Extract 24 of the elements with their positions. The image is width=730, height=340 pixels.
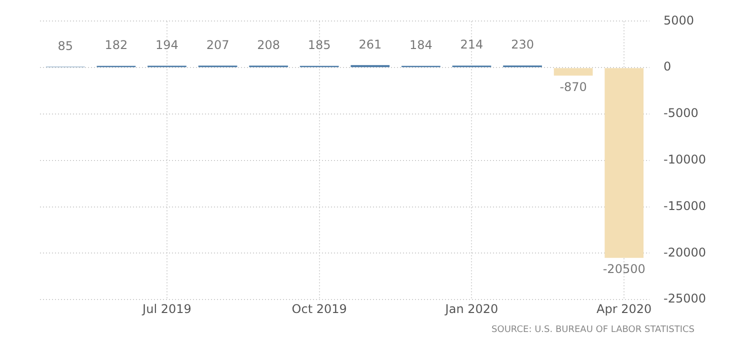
y-tick-label: 5000: [663, 13, 694, 28]
y-tick-label: 0: [663, 60, 672, 74]
data-label: 184: [409, 38, 432, 52]
x-tick-label: Oct 2019: [292, 302, 347, 316]
data-label: 182: [104, 38, 128, 52]
data-label: 185: [308, 38, 331, 52]
x-tick-label: Jan 2020: [444, 302, 498, 316]
data-label: 208: [257, 38, 280, 52]
y-tick-label: -5000: [663, 106, 698, 120]
data-label: 214: [460, 38, 484, 52]
x-tick-label: Apr 2020: [596, 302, 652, 316]
data-label: 207: [206, 38, 230, 52]
data-label: 261: [358, 37, 382, 52]
x-tick-label: Jul 2019: [142, 302, 192, 316]
y-tick-label: -15000: [663, 198, 706, 213]
source-note: SOURCE: U.S. BUREAU OF LABOR STATISTICS: [492, 324, 695, 335]
y-tick-label: -25000: [663, 292, 706, 306]
data-label: 85: [58, 38, 74, 53]
data-label: -870: [560, 80, 587, 94]
data-label: 230: [511, 38, 534, 52]
data-label: 194: [156, 38, 178, 52]
y-tick-label: -20000: [663, 245, 706, 260]
y-tick-label: -10000: [663, 152, 706, 167]
data-label: -20500: [602, 262, 646, 276]
